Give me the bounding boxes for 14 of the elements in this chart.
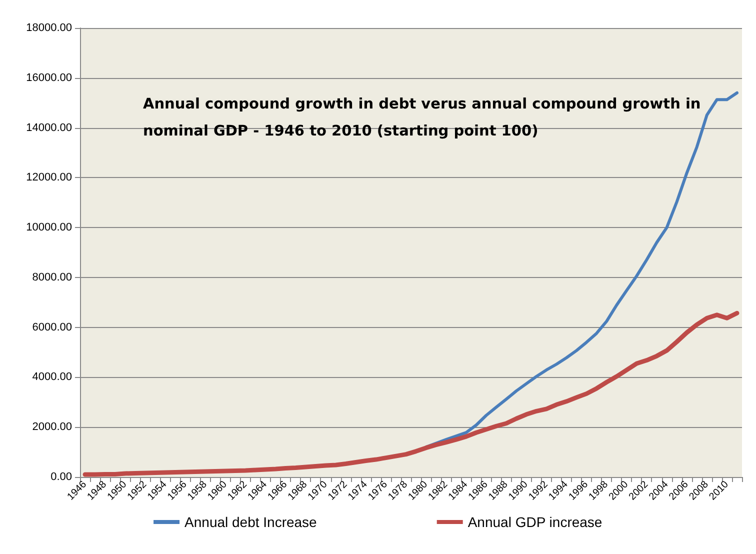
y-tick-label: 16000.00 (26, 72, 72, 84)
legend-label: Annual GDP increase (468, 514, 602, 530)
y-tick-label: 8000.00 (32, 271, 72, 284)
y-tick-label: 14000.00 (26, 122, 72, 134)
y-tick-label: 0.00 (50, 471, 72, 483)
y-tick-label: 10000.00 (26, 222, 72, 234)
line-series (82, 310, 740, 477)
y-tick-label: 12000.00 (26, 172, 72, 184)
y-tick-label: 6000.00 (32, 321, 72, 334)
legend-label: Annual debt Increase (184, 514, 318, 530)
y-tick-label: 18000.00 (26, 22, 72, 34)
y-tick-label: 4000.00 (32, 371, 72, 384)
text: Annual compound growth in debt verus annual compound growth in nominal GDP - 1946 to 2010 (starting point 100) (143, 96, 706, 140)
y-tick-label: 2000.00 (32, 421, 72, 434)
